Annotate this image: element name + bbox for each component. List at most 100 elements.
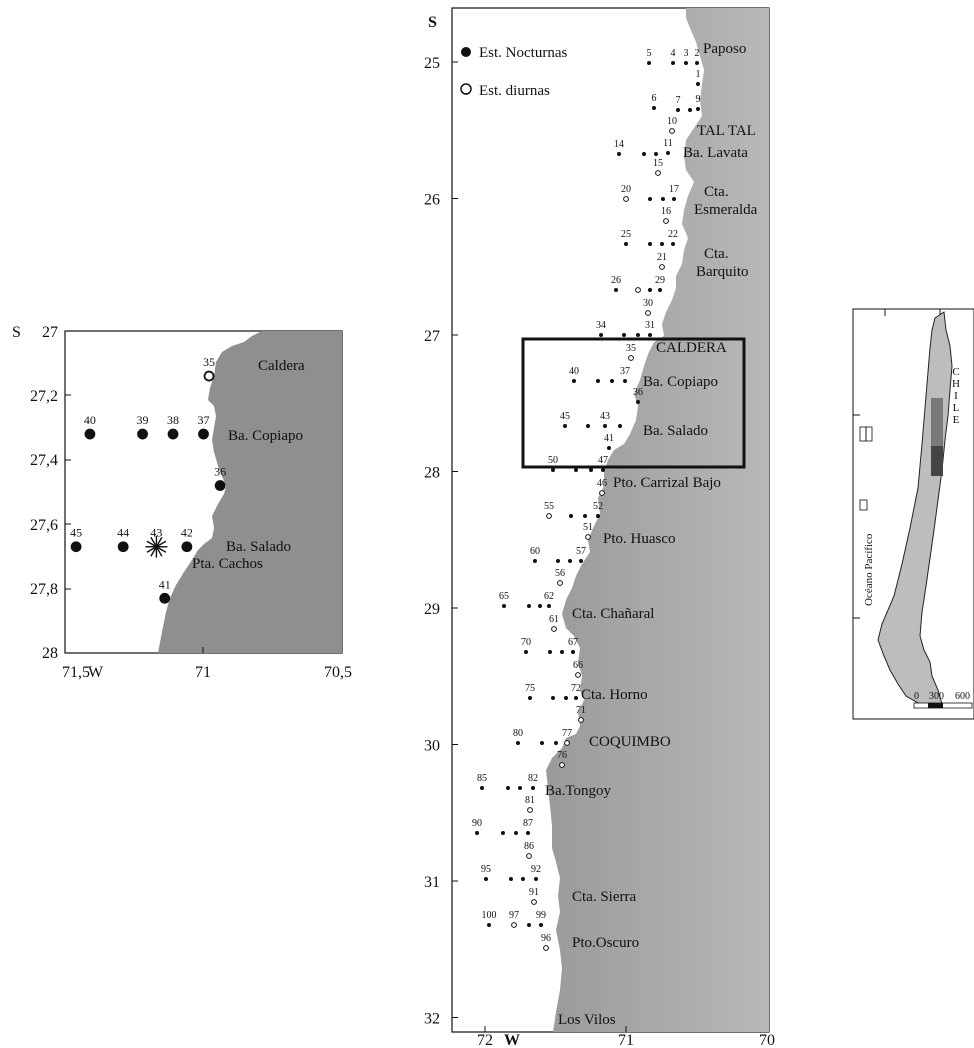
main-station-night xyxy=(556,559,560,563)
inset-land xyxy=(158,331,342,653)
main-station-night xyxy=(574,468,578,472)
main-station-label: 75 xyxy=(525,683,535,694)
main-station-night xyxy=(636,400,640,404)
main-station-label: 36 xyxy=(633,387,643,398)
inset-station-dot xyxy=(137,428,148,440)
main-lat-tick: 32 xyxy=(424,1011,440,1028)
main-station-label: 14 xyxy=(614,139,624,150)
main-station-label: 71 xyxy=(576,705,586,716)
main-station-night xyxy=(601,468,605,472)
scale-label: 0 xyxy=(914,691,919,702)
main-station-night xyxy=(574,696,578,700)
main-station-night xyxy=(617,152,621,156)
main-station-label: 31 xyxy=(645,320,655,331)
main-station-night xyxy=(531,786,535,790)
main-station-label: 82 xyxy=(528,773,538,784)
inset-lon-tick: 70,5 xyxy=(324,664,352,681)
main-station-night xyxy=(480,786,484,790)
place-salado: Ba. Salado xyxy=(643,423,708,439)
main-lon-tick: 72 xyxy=(477,1032,493,1048)
main-station-day xyxy=(511,922,517,928)
place-barquito: Barquito xyxy=(696,264,749,280)
overview-islands xyxy=(859,426,873,511)
place-losvilos: Los Vilos xyxy=(558,1012,616,1028)
main-station-day xyxy=(635,287,641,293)
main-station-day xyxy=(663,218,669,224)
main-station-label: 20 xyxy=(621,184,631,195)
inset-station-label: 40 xyxy=(84,413,96,427)
main-station-night xyxy=(614,288,618,292)
main-station-label: 62 xyxy=(544,591,554,602)
main-station-label: 10 xyxy=(667,116,677,127)
main-station-night xyxy=(527,923,531,927)
main-station-day xyxy=(575,672,581,678)
main-lat-unit: S xyxy=(428,14,437,31)
main-station-night xyxy=(672,197,676,201)
main-station-night xyxy=(527,604,531,608)
main-lon-unit: W xyxy=(504,1032,520,1048)
main-station-night xyxy=(589,468,593,472)
main-station-night xyxy=(622,333,626,337)
main-lon-tick: 71 xyxy=(618,1032,634,1048)
inset-lat-tick: 27,8 xyxy=(30,581,58,598)
inset-station-star-ray xyxy=(155,536,163,548)
main-station-night xyxy=(518,786,522,790)
inset-station-dot xyxy=(198,428,209,440)
main-station-day xyxy=(546,513,552,519)
place-sierra: Cta. Sierra xyxy=(572,889,636,905)
main-station-label: 91 xyxy=(529,887,539,898)
overview-country-letter: L xyxy=(953,402,960,414)
main-station-night xyxy=(579,559,583,563)
inset-lon-tick: 71 xyxy=(195,664,211,681)
main-land xyxy=(546,8,769,1032)
main-station-day xyxy=(585,534,591,540)
place-huasco: Pto. Huasco xyxy=(603,531,676,547)
place-taltal: TAL TAL xyxy=(697,123,756,139)
main-station-night xyxy=(648,197,652,201)
inset-station-dot xyxy=(159,592,171,604)
overview-country-letter: I xyxy=(954,390,958,402)
inset-station-dot xyxy=(117,541,129,553)
main-lat-tick: 31 xyxy=(424,874,440,891)
main-station-label: 80 xyxy=(513,728,523,739)
main-station-day xyxy=(645,310,651,316)
main-station-night xyxy=(526,831,530,835)
legend-day-dot xyxy=(460,83,472,95)
main-station-night xyxy=(547,604,551,608)
main-station-label: 65 xyxy=(499,591,509,602)
main-lat-tick: 30 xyxy=(424,738,440,755)
main-station-night xyxy=(688,108,692,112)
inset-station-star-ray xyxy=(155,546,163,557)
main-station-day xyxy=(578,717,584,723)
inset-station-star-ray xyxy=(150,536,158,548)
inset-stations: 35 40 39 38 37 36 45 44 43 42 41 xyxy=(70,355,226,604)
inset-lat-tick: 27,2 xyxy=(30,388,58,405)
inset-place-cachos: Pta. Cachos xyxy=(192,556,263,572)
main-station-label: 1 xyxy=(696,69,701,80)
place-chanaral: Cta. Chañaral xyxy=(572,606,654,622)
main-station-label: 81 xyxy=(525,795,535,806)
overview-country-letter: C xyxy=(952,366,959,378)
main-station-night xyxy=(607,446,611,450)
main-lon-tick: 70 xyxy=(759,1032,775,1048)
main-station-night xyxy=(524,650,528,654)
main-station-label: 51 xyxy=(583,522,593,533)
main-station-label: 61 xyxy=(549,614,559,625)
main-station-label: 11 xyxy=(663,138,673,149)
main-lat-tick: 29 xyxy=(424,601,440,618)
main-station-night xyxy=(648,242,652,246)
main-station-night xyxy=(501,831,505,835)
place-barquito-cta: Cta. xyxy=(704,246,729,262)
main-station-night xyxy=(654,152,658,156)
main-station-label: 6 xyxy=(652,93,657,104)
main-station-night xyxy=(648,333,652,337)
study-area-box xyxy=(521,337,746,469)
main-station-night xyxy=(647,61,651,65)
inset-station-star-ray xyxy=(156,540,167,548)
main-station-night xyxy=(652,106,656,110)
main-station-night xyxy=(475,831,479,835)
inset-lat-tick: 27,4 xyxy=(30,452,58,469)
main-station-night xyxy=(516,741,520,745)
